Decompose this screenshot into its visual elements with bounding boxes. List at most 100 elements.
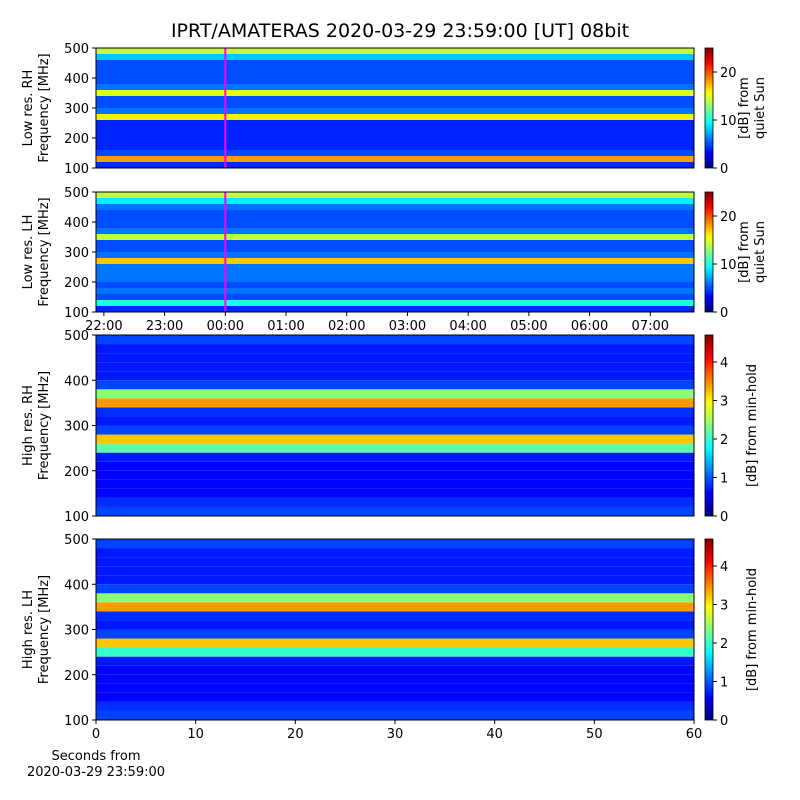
x-axis-label: Seconds from	[51, 749, 140, 764]
y-tick-label: 400	[64, 216, 89, 231]
heatmap-band	[96, 300, 694, 306]
y-tick-label: 400	[64, 72, 89, 87]
figure-title: IPRT/AMATERAS 2020-03-29 23:59:00 [UT] 0…	[171, 20, 629, 42]
heatmap-band	[96, 288, 694, 294]
heatmap-band	[96, 270, 694, 276]
heatmap-band	[96, 488, 694, 498]
colorbar-tick-label: 1	[720, 471, 728, 486]
colorbar-tick-label: 10	[720, 258, 737, 273]
x-tick-label: 40	[486, 727, 503, 742]
y-tick-label: 300	[64, 102, 89, 117]
x-tick-label: 10	[187, 727, 204, 742]
colorbar-tick-label: 2	[720, 433, 728, 448]
x-tick-label: 06:00	[571, 319, 608, 334]
heatmap-band	[96, 66, 694, 72]
colorbar-tick-label: 0	[720, 306, 728, 321]
x-tick-label: 23:00	[146, 319, 183, 334]
heatmap-band	[96, 452, 694, 462]
y-tick-label: 500	[64, 329, 89, 344]
colorbar-label: quiet Sun	[753, 77, 768, 139]
heatmap-band	[96, 620, 694, 630]
heatmap-band	[96, 306, 694, 312]
heatmap-band	[96, 246, 694, 252]
heatmap-band	[96, 470, 694, 480]
y-tick-label: 500	[64, 42, 89, 57]
heatmap-band	[96, 380, 694, 390]
x-tick-label: 02:00	[328, 319, 365, 334]
y-tick-label: 400	[64, 374, 89, 389]
x-tick-label: 00:00	[207, 319, 244, 334]
colorbar-tick-label: 4	[720, 560, 728, 575]
y-tick-label: 300	[64, 420, 89, 435]
heatmap-band	[96, 96, 694, 102]
x-tick-label: 60	[686, 727, 703, 742]
colorbar	[704, 191, 714, 313]
colorbar-tick-label: 3	[720, 598, 728, 613]
heatmap-band	[96, 701, 694, 711]
heatmap-band	[96, 416, 694, 426]
heatmap-band	[96, 144, 694, 150]
heatmap-band	[96, 48, 694, 54]
x-tick-label: 20	[287, 727, 304, 742]
colorbar-tick-label: 3	[720, 394, 728, 409]
colorbar-tick-label: 0	[720, 510, 728, 525]
heatmap-band	[96, 120, 694, 126]
heatmap-band	[96, 60, 694, 66]
heatmap-band	[96, 461, 694, 471]
heatmap-band	[96, 371, 694, 381]
y-tick-label: 200	[64, 276, 89, 291]
colorbar-tick-label: 0	[720, 714, 728, 729]
y-axis-label: High res. LH	[21, 590, 36, 669]
heatmap-band	[96, 566, 694, 576]
y-tick-label: 100	[64, 306, 89, 321]
heatmap-band	[96, 344, 694, 354]
heatmap-band	[96, 54, 694, 60]
heatmap-band	[96, 602, 694, 612]
colorbar-label: [dB] from min-hold	[745, 364, 760, 487]
heatmap-band	[96, 102, 694, 108]
heatmap-band	[96, 575, 694, 585]
heatmap-band	[96, 222, 694, 228]
heatmap-band	[96, 198, 694, 204]
colorbar-label: [dB] from	[737, 221, 752, 283]
colorbar-label: quiet Sun	[753, 221, 768, 283]
heatmap-band	[96, 425, 694, 435]
y-tick-label: 500	[64, 186, 89, 201]
heatmap-band	[96, 539, 694, 549]
heatmap-band	[96, 132, 694, 138]
heatmap-band	[96, 216, 694, 222]
x-tick-label: 22:00	[85, 319, 122, 334]
y-tick-label: 300	[64, 624, 89, 639]
heatmap-band	[96, 234, 694, 240]
y-tick-label: 100	[64, 714, 89, 729]
heatmap-band	[96, 434, 694, 444]
heatmap-band	[96, 683, 694, 693]
y-axis-label: Frequency [MHz]	[37, 53, 52, 162]
heatmap-band	[96, 398, 694, 408]
heatmap-band	[96, 138, 694, 144]
y-axis-label: Low res. RH	[21, 70, 36, 147]
heatmap-band	[96, 506, 694, 516]
y-tick-label: 200	[64, 132, 89, 147]
heatmap-band	[96, 335, 694, 345]
heatmap-band	[96, 611, 694, 621]
y-tick-label: 400	[64, 578, 89, 593]
heatmap-band	[96, 78, 694, 84]
heatmap-band	[96, 210, 694, 216]
y-tick-label: 300	[64, 246, 89, 261]
heatmap-band	[96, 156, 694, 162]
heatmap-band	[96, 114, 694, 120]
y-axis-label: Frequency [MHz]	[37, 197, 52, 306]
heatmap-band	[96, 674, 694, 684]
colorbar-tick-label: 1	[720, 675, 728, 690]
heatmap-band	[96, 204, 694, 210]
heatmap-band	[96, 126, 694, 132]
x-tick-label: 0	[92, 727, 100, 742]
heatmap-band	[96, 692, 694, 702]
heatmap-band	[96, 108, 694, 114]
colorbar	[704, 334, 714, 517]
x-tick-label: 04:00	[449, 319, 486, 334]
heatmap-band	[96, 629, 694, 639]
heatmap-band	[96, 593, 694, 603]
